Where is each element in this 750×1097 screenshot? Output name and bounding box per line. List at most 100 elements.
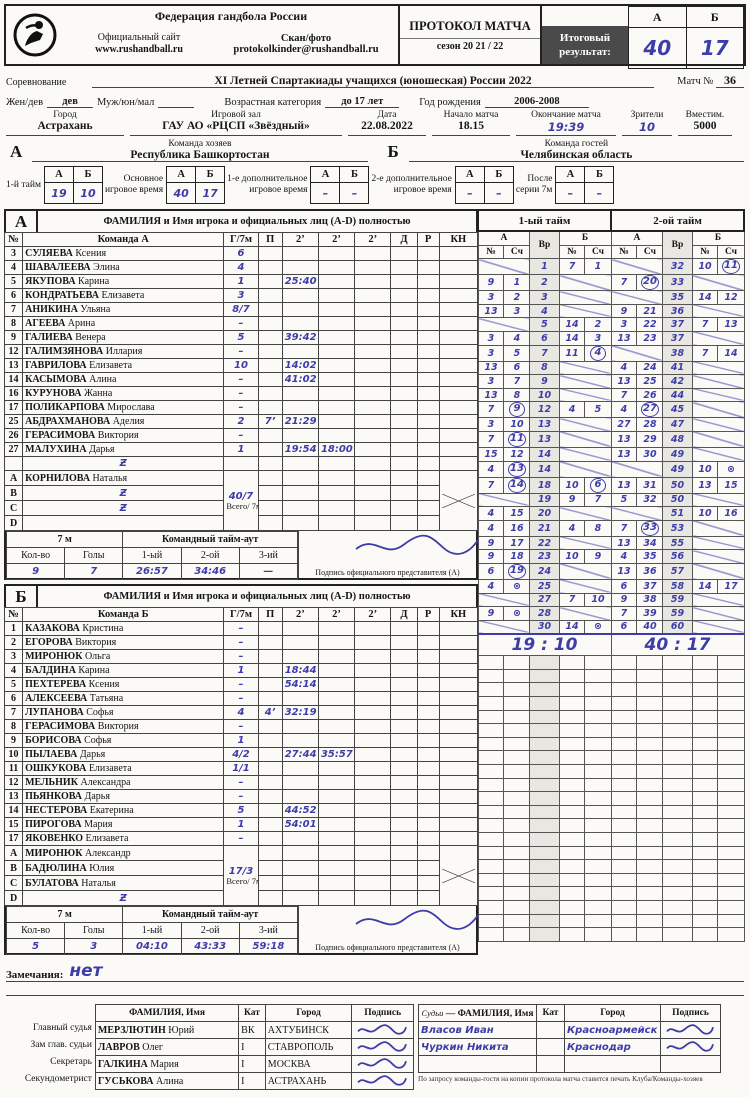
sex-label-m: Муж/юн/мал — [97, 97, 155, 108]
log-b-score: 10 — [584, 592, 612, 608]
log-empty-cell — [717, 832, 745, 847]
player-stat-cell — [257, 330, 283, 345]
capacity-value: 5000 — [678, 120, 732, 136]
log-empty-cell — [636, 899, 664, 915]
player-stat-cell: 5 — [223, 330, 259, 345]
player-stat-cell: – — [223, 677, 259, 692]
handwritten-value: 5 — [620, 494, 628, 506]
player-number: 4 — [3, 663, 24, 678]
handwritten-value: 35 — [670, 291, 685, 303]
log-empty-cell — [503, 709, 531, 725]
log-time: 1 — [529, 258, 560, 276]
official-name: БАДЮЛИНА Юлия — [22, 860, 225, 876]
log-empty-a — [477, 317, 531, 332]
goal-log-row: 13 8 10 7 26 44 — [477, 387, 745, 403]
official-signature-icon — [357, 1075, 408, 1086]
player-stat-cell — [354, 260, 392, 275]
log-empty-cell — [717, 845, 745, 861]
log-empty-cell — [503, 818, 531, 833]
log-b-no: 10 — [691, 460, 719, 478]
player-stat-cell — [438, 400, 479, 415]
player-stat-cell — [317, 414, 356, 429]
handwritten-value: 8 — [513, 389, 521, 401]
log-empty-cell — [503, 913, 531, 929]
official-stat-cell — [281, 500, 319, 516]
player-stat-cell — [317, 705, 356, 720]
team-b-table-title: Б ФАМИЛИЯ и Имя игрока и официальных лиц… — [4, 584, 478, 607]
player-stat-cell — [317, 635, 356, 650]
handwritten-value: 11 — [507, 432, 526, 447]
player-stat-cell — [317, 663, 356, 678]
handwritten-value: 6 — [620, 580, 628, 592]
stamp-note: По запросу команды-гостя на копии проток… — [418, 1075, 703, 1083]
handwritten-value: Ƶ — [119, 458, 127, 469]
handwritten-value: 57 — [670, 565, 685, 577]
log-empty-cell — [477, 859, 505, 874]
player-stat-cell — [317, 302, 356, 317]
log-a-score: 34 — [636, 535, 664, 551]
player-number — [3, 456, 24, 471]
handwritten-value: – — [238, 679, 244, 690]
handwritten-value: – — [322, 186, 329, 200]
handwritten-value: – — [238, 651, 244, 662]
final-col-a: А — [628, 6, 687, 28]
log-col-sc: Сч — [503, 244, 531, 260]
handwritten-value: 14:02 — [284, 360, 317, 371]
official-stat-cell — [354, 515, 392, 531]
player-name: ПИРОГОВА Мария — [22, 817, 225, 832]
handwritten-value: 4 — [487, 580, 495, 592]
sev-value: 04:10 — [122, 938, 182, 955]
log-time: 59 — [662, 606, 693, 621]
player-stat-cell — [354, 789, 392, 804]
log-a-no: 7 — [477, 476, 505, 494]
handwritten-value: 8/7 — [232, 304, 250, 315]
player-stat-cell: 14:02 — [281, 358, 319, 373]
log-empty-cell — [717, 750, 745, 766]
goal-log-row — [477, 655, 745, 670]
team-a-block: Команда хозяев Республика Башкортостан — [32, 139, 368, 162]
player-stat-cell — [416, 733, 440, 748]
handwritten-value: 14 — [698, 580, 712, 592]
sev-value: 34:46 — [180, 563, 240, 580]
log-time: 57 — [662, 562, 693, 580]
goal-log-row — [477, 899, 745, 915]
official-stat-cell — [257, 890, 283, 906]
period-value: – — [454, 182, 485, 204]
log-empty-cell — [584, 818, 612, 833]
log-time: 48 — [662, 430, 693, 448]
handwritten-value: 10 — [698, 261, 712, 273]
player-name: МАЛУХИНА Дарья — [22, 442, 225, 457]
handwritten-value: 49 — [670, 463, 685, 475]
log-empty-a — [610, 460, 664, 478]
player-stat-cell — [317, 733, 356, 748]
log-empty-cell — [503, 655, 531, 670]
period-group: После серии 7м А Б – – — [516, 166, 615, 204]
competition-line: Соревнование XI Летней Спартакиады учащи… — [6, 70, 744, 88]
log-empty-cell — [529, 886, 560, 901]
log-empty-cell — [503, 804, 531, 820]
protocol-title-box: ПРОТОКОЛ МАТЧА сезон 20 21 / 22 — [398, 6, 542, 64]
player-stat-cell: 27:44 — [281, 747, 319, 762]
official-row: D — [3, 515, 478, 531]
player-stat-cell: 54:14 — [281, 677, 319, 692]
player-stat-cell: 41:02 — [281, 372, 319, 387]
timeout-label: Командный тайм-аут — [122, 531, 298, 548]
handwritten-value: 7’ — [264, 416, 276, 427]
player-stat-cell: 1/1 — [223, 761, 259, 776]
player-stat-cell — [416, 719, 440, 734]
player-stat-cell — [390, 372, 418, 387]
log-empty-cell — [558, 927, 586, 942]
handwritten-value: 19 — [537, 494, 552, 506]
log-empty-cell — [477, 736, 505, 752]
judge-signature — [660, 1021, 721, 1039]
log-time: 22 — [529, 535, 560, 551]
player-number: 7 — [3, 705, 24, 720]
player-stat-cell — [390, 831, 418, 846]
player-stat-cell — [354, 456, 392, 471]
log-empty-cell — [503, 791, 531, 806]
log-empty-cell — [636, 804, 664, 820]
circled-value: 14 — [507, 478, 526, 493]
half-total-score: 40 : 17 — [610, 633, 745, 657]
player-stat-cell — [281, 621, 319, 636]
player-name: Ƶ — [22, 456, 225, 471]
